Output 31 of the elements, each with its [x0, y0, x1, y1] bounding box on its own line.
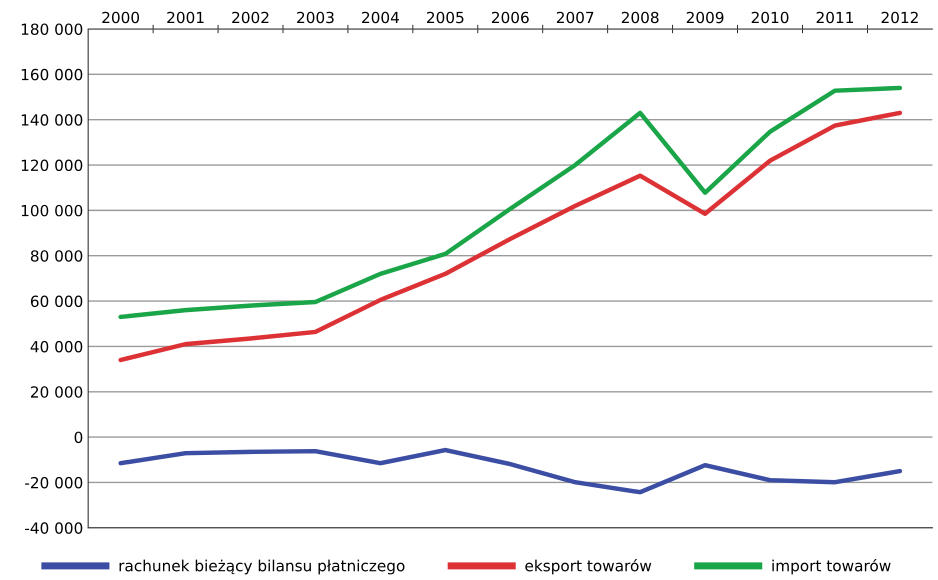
y-tick-label: 0	[74, 432, 82, 444]
y-tick-label: 140 000	[22, 114, 82, 126]
line-series	[118, 448, 902, 494]
line-series	[118, 110, 902, 362]
x-tick-label: 2001	[167, 12, 204, 24]
legend-label: eksport towarów	[525, 559, 652, 574]
y-tick-label: 180 000	[22, 23, 82, 36]
line-series	[118, 86, 902, 320]
y-tick-label: -40 000	[25, 522, 82, 534]
x-tick-label: 2011	[816, 12, 853, 24]
y-tick-label: 160 000	[22, 68, 82, 80]
y-tick-label: 80 000	[30, 250, 82, 262]
y-tick-label: 40 000	[30, 340, 82, 352]
y-tick-label: 100 000	[22, 204, 82, 216]
x-tick-label: 2003	[297, 12, 334, 24]
x-tick-label: 2008	[622, 12, 659, 24]
x-tick-label: 2007	[556, 12, 594, 24]
y-tick-label: 60 000	[30, 296, 82, 308]
x-tick-label: 2012	[882, 12, 918, 24]
x-tick-label: 2009	[686, 12, 724, 24]
y-tick-label: -20 000	[25, 476, 82, 488]
y-tick-label: 20 000	[30, 386, 82, 398]
legend-label: rachunek bieżący bilansu płatniczego	[120, 560, 404, 574]
x-tick-label: 2002	[232, 12, 268, 24]
x-tick-label: 2010	[752, 12, 788, 24]
x-tick-label: 2004	[362, 12, 399, 24]
x-tick-label: 2006	[492, 12, 529, 24]
legend-label: import towarów	[772, 559, 891, 574]
y-tick-label: 120 000	[22, 160, 82, 172]
x-tick-label: 2005	[427, 12, 464, 24]
x-tick-label: 2000	[102, 12, 140, 24]
